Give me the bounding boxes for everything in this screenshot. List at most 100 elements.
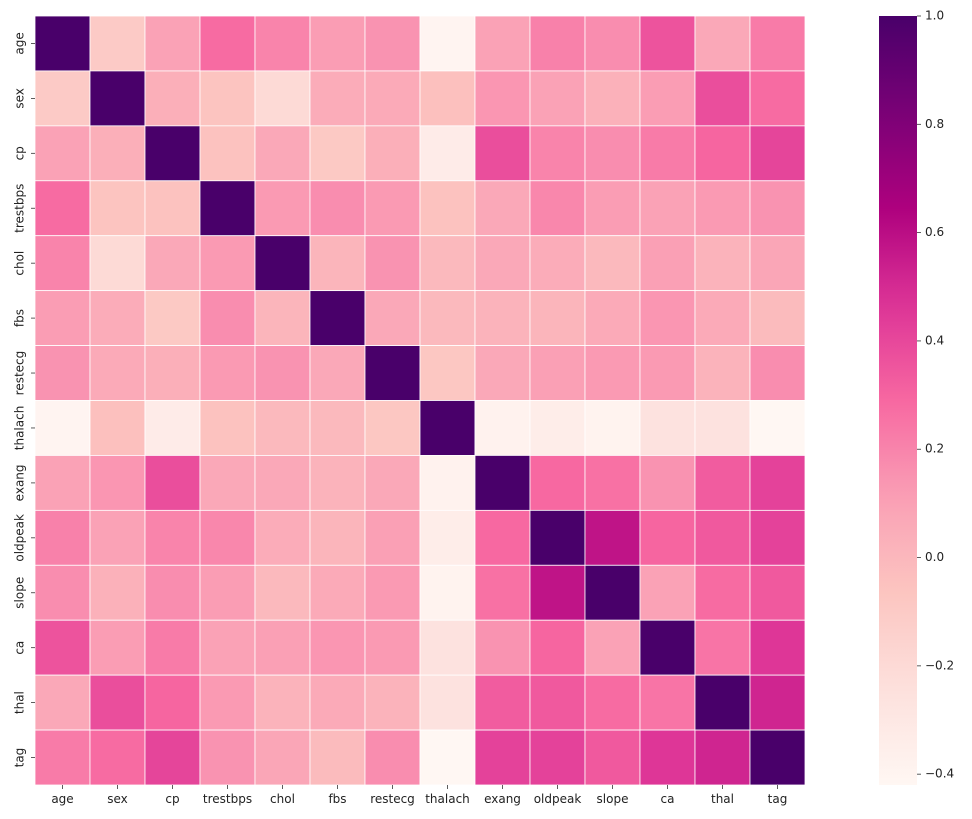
heatmap-cell-tag-thal — [694, 729, 751, 786]
heatmap-cell-sex-thal — [694, 70, 751, 127]
heatmap-cell-chol-ca — [639, 235, 696, 292]
heatmap-cell-fbs-restecg — [364, 290, 421, 346]
heatmap-cell-slope-sex — [89, 564, 146, 621]
heatmap-cell-exang-tag — [749, 455, 806, 511]
heatmap-cell-exang-thalach — [419, 455, 476, 511]
heatmap-cell-fbs-cp — [144, 290, 201, 346]
heatmap-cell-chol-chol — [254, 235, 311, 292]
heatmap-cell-slope-restecg — [364, 564, 421, 621]
heatmap-cell-thalach-chol — [254, 400, 311, 456]
heatmap-cell-age-sex — [89, 15, 146, 72]
x-axis-ticks: age sex cp trestbps chol fbs restecg thalach exa… — [51, 785, 787, 806]
x-tick-label: cp — [165, 792, 179, 806]
heatmap-cell-thal-cp — [144, 674, 201, 731]
heatmap-cell-thal-thal — [694, 674, 751, 731]
heatmap-cell-sex-oldpeak — [529, 70, 586, 127]
heatmap-cell-thalach-exang — [474, 400, 531, 456]
y-tick-label: chol — [13, 251, 27, 276]
heatmap-cell-oldpeak-thal — [694, 509, 751, 566]
colorbar-tick-label: −0.4 — [925, 767, 954, 781]
heatmap-cell-restecg-sex — [89, 345, 146, 401]
heatmap-cells — [34, 15, 806, 786]
heatmap-cell-thal-fbs — [309, 674, 366, 731]
heatmap-cell-trestbps-ca — [639, 180, 696, 237]
heatmap-cell-age-ca — [639, 15, 696, 72]
heatmap-cell-trestbps-oldpeak — [529, 180, 586, 237]
heatmap-cell-cp-restecg — [364, 125, 421, 182]
heatmap-cell-cp-slope — [584, 125, 641, 182]
heatmap-cell-restecg-age — [34, 345, 91, 401]
y-tick-label: fbs — [13, 309, 27, 327]
heatmap-cell-exang-slope — [584, 455, 641, 511]
heatmap-cell-oldpeak-fbs — [309, 509, 366, 566]
heatmap-cell-fbs-chol — [254, 290, 311, 346]
heatmap-cell-age-oldpeak — [529, 15, 586, 72]
heatmap-cell-ca-slope — [584, 619, 641, 676]
heatmap-cell-tag-fbs — [309, 729, 366, 786]
heatmap-cell-tag-thalach — [419, 729, 476, 786]
heatmap-cell-restecg-slope — [584, 345, 641, 401]
y-tick-label: restecg — [13, 351, 27, 396]
x-tick-label: oldpeak — [534, 792, 582, 806]
heatmap-cell-ca-ca — [639, 619, 696, 676]
x-tick-label: tag — [768, 792, 788, 806]
heatmap-cell-slope-cp — [144, 564, 201, 621]
heatmap-cell-sex-sex — [89, 70, 146, 127]
heatmap-cell-chol-age — [34, 235, 91, 292]
colorbar-tick-label: −0.2 — [925, 658, 954, 672]
y-tick-label: age — [13, 32, 27, 54]
x-tick-label: fbs — [328, 792, 346, 806]
heatmap-cell-tag-tag — [749, 729, 806, 786]
heatmap-cell-trestbps-exang — [474, 180, 531, 237]
heatmap-cell-exang-trestbps — [199, 455, 256, 511]
heatmap-cell-tag-restecg — [364, 729, 421, 786]
heatmap-cell-age-restecg — [364, 15, 421, 72]
heatmap-cell-age-cp — [144, 15, 201, 72]
colorbar-tick-label: 0.8 — [925, 117, 944, 131]
heatmap-cell-age-tag — [749, 15, 806, 72]
heatmap-cell-oldpeak-exang — [474, 509, 531, 566]
heatmap-cell-chol-tag — [749, 235, 806, 292]
x-tick-label: thalach — [425, 792, 470, 806]
heatmap-cell-slope-thal — [694, 564, 751, 621]
heatmap-cell-fbs-tag — [749, 290, 806, 346]
heatmap-cell-oldpeak-chol — [254, 509, 311, 566]
heatmap-cell-exang-chol — [254, 455, 311, 511]
heatmap-cell-thal-exang — [474, 674, 531, 731]
heatmap-cell-chol-cp — [144, 235, 201, 292]
heatmap-cell-fbs-age — [34, 290, 91, 346]
heatmap-cell-oldpeak-ca — [639, 509, 696, 566]
x-tick-label: chol — [270, 792, 295, 806]
heatmap-cell-fbs-sex — [89, 290, 146, 346]
heatmap-cell-trestbps-tag — [749, 180, 806, 237]
heatmap-cell-ca-age — [34, 619, 91, 676]
heatmap-cell-slope-exang — [474, 564, 531, 621]
heatmap-cell-ca-fbs — [309, 619, 366, 676]
heatmap-cell-age-age — [34, 15, 91, 72]
colorbar-gradient — [879, 16, 917, 785]
heatmap-cell-slope-fbs — [309, 564, 366, 621]
heatmap-cell-sex-thalach — [419, 70, 476, 127]
heatmap-cell-slope-ca — [639, 564, 696, 621]
heatmap-cell-thal-tag — [749, 674, 806, 731]
y-tick-label: slope — [13, 577, 27, 609]
heatmap-cell-thalach-ca — [639, 400, 696, 456]
heatmap-cell-exang-exang — [474, 455, 531, 511]
heatmap-cell-chol-thal — [694, 235, 751, 292]
y-axis-ticks: age sex cp trestbps chol fbs restecg thalach exa… — [13, 32, 35, 767]
heatmap-cell-thal-sex — [89, 674, 146, 731]
heatmap-cell-ca-thal — [694, 619, 751, 676]
heatmap-cell-trestbps-thal — [694, 180, 751, 237]
colorbar-tick-label: 0.6 — [925, 225, 944, 239]
heatmap-cell-sex-age — [34, 70, 91, 127]
heatmap-cell-chol-thalach — [419, 235, 476, 292]
heatmap-cell-thalach-fbs — [309, 400, 366, 456]
heatmap-cell-sex-cp — [144, 70, 201, 127]
heatmap-cell-fbs-oldpeak — [529, 290, 586, 346]
heatmap-cell-age-chol — [254, 15, 311, 72]
heatmap-cell-slope-oldpeak — [529, 564, 586, 621]
heatmap-cell-ca-sex — [89, 619, 146, 676]
x-tick-label: slope — [597, 792, 629, 806]
heatmap-cell-sex-restecg — [364, 70, 421, 127]
heatmap-cell-age-trestbps — [199, 15, 256, 72]
